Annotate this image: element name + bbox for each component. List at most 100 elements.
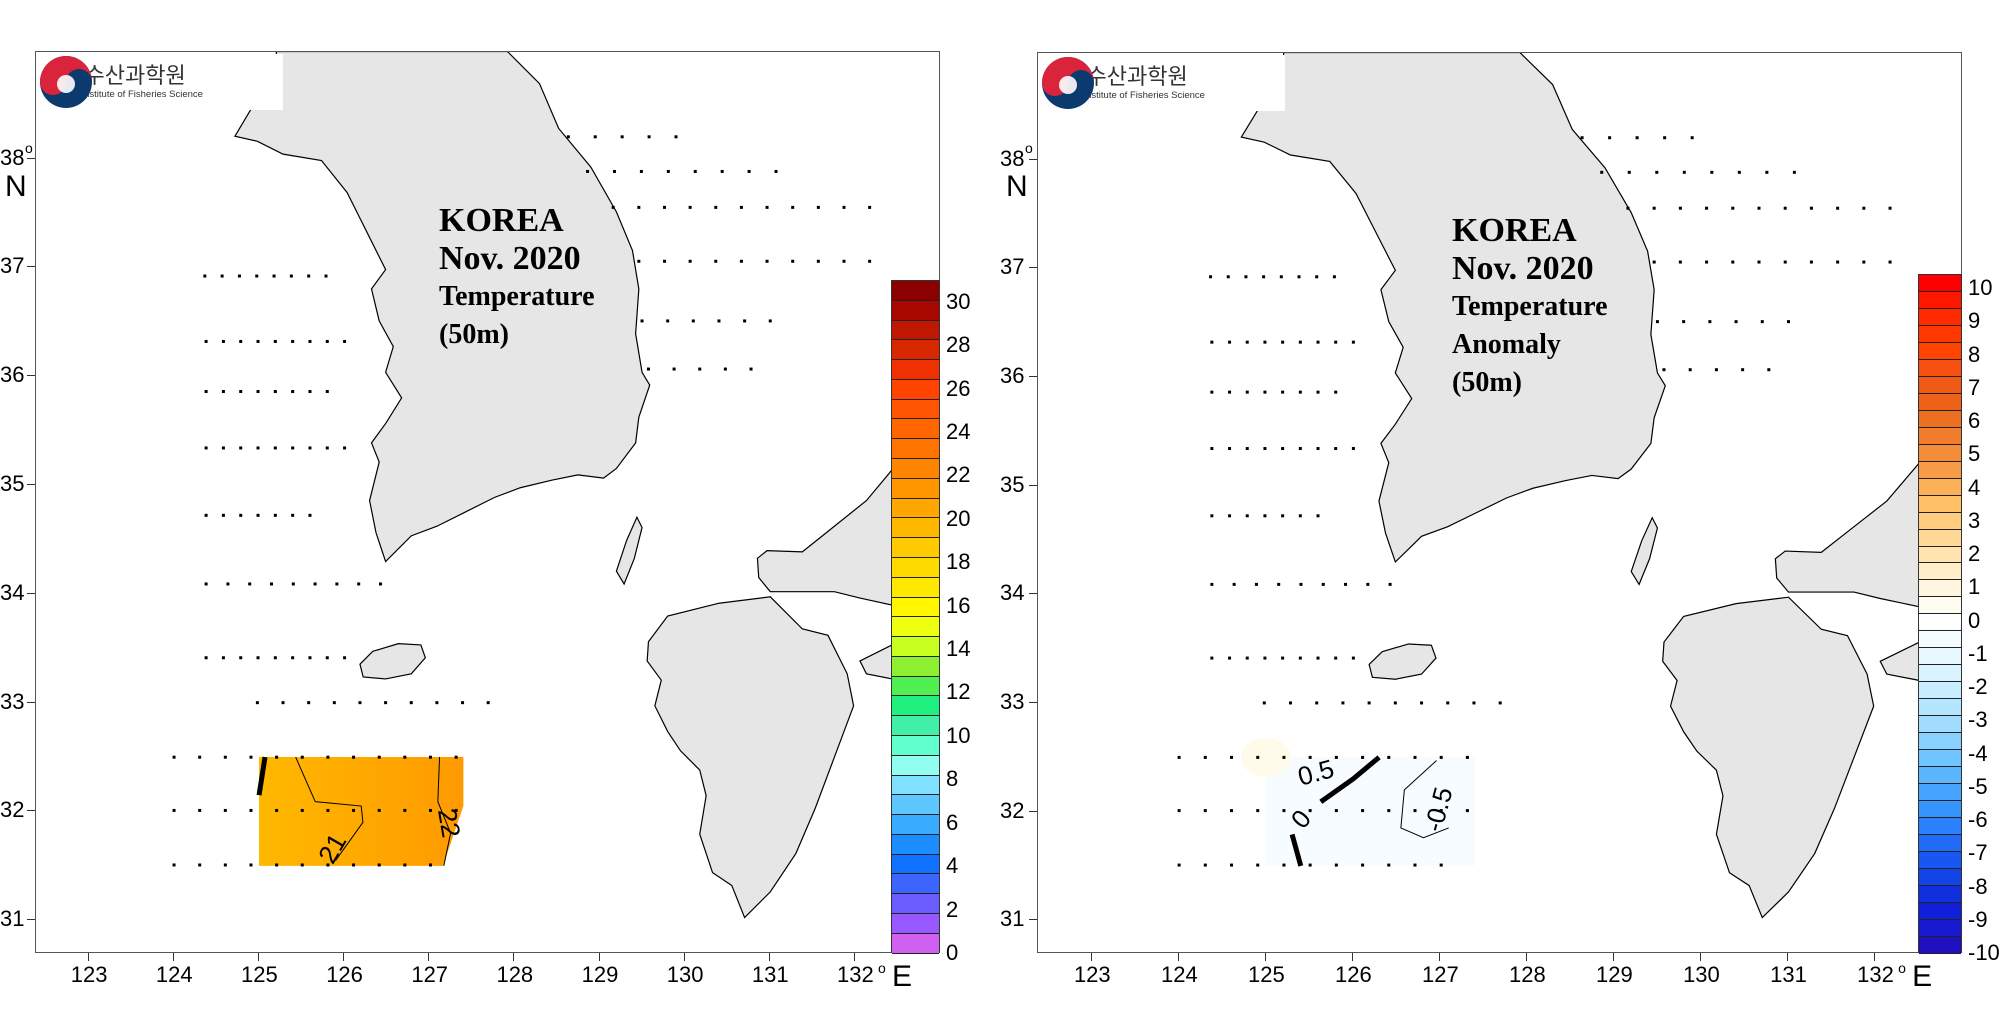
colorbar-band [892, 815, 939, 835]
lon-tick-label: 130 [666, 962, 704, 987]
station-dot [1210, 390, 1214, 394]
station-dot [307, 701, 311, 705]
map-frame: 21 22 국립수산과학원 National Institute of Fisheri… [35, 51, 940, 953]
station-dot [221, 656, 225, 660]
station-dot [1367, 701, 1371, 705]
colorbar-band [1919, 919, 1961, 937]
station-dot [343, 339, 347, 343]
colorbar-band [1919, 801, 1961, 818]
colorbar-label: 4 [946, 853, 959, 879]
station-dot [300, 755, 304, 759]
colorbar-label: -3 [1968, 707, 1988, 733]
station-dot [256, 446, 260, 450]
lon-tick [343, 953, 345, 961]
station-dot [1688, 368, 1692, 372]
station-dot [1316, 656, 1320, 660]
lon-tick [258, 953, 260, 961]
station-dot [223, 863, 227, 867]
lon-tick [1264, 953, 1266, 961]
station-dot [275, 755, 279, 759]
station-dot [1783, 260, 1787, 264]
temperature-field [259, 757, 464, 866]
title-line: Anomaly [1452, 329, 1561, 360]
station-dot [1308, 863, 1312, 867]
colorbar-label: 4 [1968, 474, 1981, 500]
colorbar [1918, 274, 1962, 954]
station-dot [300, 808, 304, 812]
station-dot [1279, 275, 1283, 279]
station-dot [403, 755, 407, 759]
station-dot [1393, 701, 1397, 705]
station-dot [198, 808, 202, 812]
contour-21 [295, 756, 364, 861]
korea-peninsula [234, 52, 651, 563]
station-dot [203, 274, 207, 278]
lon-tick [854, 953, 855, 961]
colorbar-label: 7 [1968, 374, 1981, 400]
lon-tick [1700, 953, 1702, 961]
station-dot [1177, 755, 1181, 759]
station-dot [239, 656, 243, 660]
kyushu-island [1662, 596, 1875, 919]
station-dot [1230, 809, 1234, 813]
station-dot [256, 656, 260, 660]
map-frame: 0.5 0 -0.5 국립수산과학원 National Institute of Fis… [1037, 52, 1962, 953]
nifs-logo: 국립수산과학원 National Institute of Fisheries S… [1040, 55, 1285, 111]
title-line: Nov. 2020 [1452, 250, 1594, 287]
station-dot [220, 274, 224, 278]
colorbar-label: -1 [1968, 640, 1988, 666]
station-dot [335, 582, 339, 586]
colorbar-band [892, 874, 939, 895]
station-dot [1783, 206, 1787, 210]
station-dot [1281, 390, 1285, 394]
station-dot [324, 274, 328, 278]
colorbar-label: 9 [1968, 308, 1981, 334]
station-dot [765, 259, 769, 263]
lat-tick [27, 375, 35, 377]
colorbar-band [892, 735, 939, 756]
station-dot [273, 446, 277, 450]
station-dot [612, 169, 616, 173]
station-dot [1334, 390, 1338, 394]
station-dot [352, 755, 356, 759]
station-dot [1256, 863, 1260, 867]
colorbar-band [892, 459, 939, 479]
colorbar-band [1919, 733, 1961, 751]
station-dot [291, 390, 295, 394]
station-dot [637, 259, 641, 263]
station-dot [1351, 340, 1355, 344]
station-dot [1230, 755, 1234, 759]
station-dot [1298, 447, 1302, 451]
station-dot [1203, 863, 1207, 867]
colorbar-band [892, 755, 939, 776]
colorbar-band [1919, 529, 1961, 547]
lat-tick [27, 701, 35, 703]
station-dot [204, 390, 208, 394]
station-dot [352, 808, 356, 812]
lon-tick-label: 123 [70, 962, 108, 987]
colorbar-band [1919, 393, 1961, 411]
lon-tick [683, 953, 685, 961]
lat-tick-label: 38 [0, 144, 25, 170]
station-dot [273, 339, 277, 343]
station-dot [1734, 320, 1738, 324]
station-dot [1315, 701, 1319, 705]
lon-tick [87, 953, 89, 961]
colorbar-band [1919, 936, 1961, 954]
colorbar-band [892, 597, 939, 618]
station-dot [1862, 206, 1866, 210]
contour-label-22: 22 [432, 806, 467, 840]
station-dot [1678, 260, 1682, 264]
station-dot [428, 755, 432, 759]
station-dot [172, 755, 176, 759]
station-dot [1177, 809, 1181, 813]
lon-tick [1613, 953, 1615, 961]
colorbar-band [1919, 868, 1961, 886]
station-dot [1655, 170, 1659, 174]
colorbar-band [1919, 767, 1961, 785]
logo-english-text: National Institute of Fisheries Science [44, 88, 203, 100]
lat-tick-label: 33 [0, 688, 25, 714]
colorbar-band [892, 300, 939, 321]
station-dot [272, 274, 276, 278]
colorbar-band [1919, 546, 1961, 564]
